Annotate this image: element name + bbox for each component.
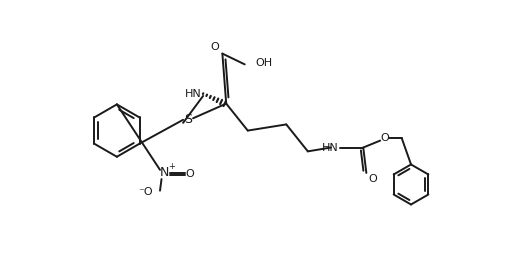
- Text: HN: HN: [321, 142, 338, 152]
- Text: O: O: [368, 174, 376, 184]
- Text: S: S: [183, 113, 191, 126]
- Text: HN: HN: [184, 89, 201, 99]
- Text: +: +: [168, 162, 175, 171]
- Text: O: O: [210, 42, 219, 52]
- Text: O: O: [380, 133, 388, 143]
- Text: N: N: [160, 166, 169, 179]
- Text: O: O: [184, 169, 193, 179]
- Text: ⁻O: ⁻O: [138, 187, 153, 197]
- Text: OH: OH: [255, 58, 272, 68]
